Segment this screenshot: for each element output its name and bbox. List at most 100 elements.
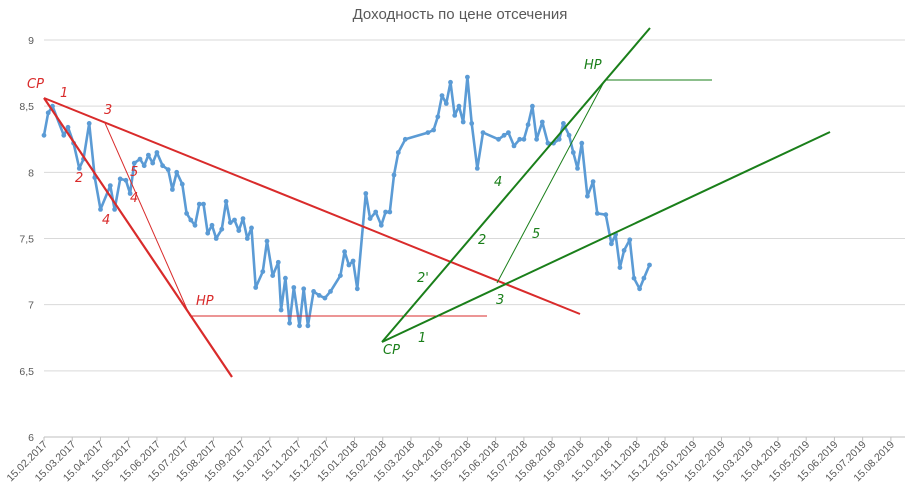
data-point <box>305 323 311 329</box>
red-trendline-thin <box>104 122 191 317</box>
data-point <box>291 285 297 290</box>
data-point <box>435 114 441 120</box>
data-point <box>627 237 633 243</box>
green-label-4: 4 <box>494 175 502 190</box>
green-label-1: 1 <box>418 331 426 346</box>
data-point <box>350 258 356 264</box>
data-point <box>223 199 229 204</box>
red-label-5: 5 <box>130 165 138 180</box>
data-point <box>165 167 171 173</box>
data-point <box>188 217 194 223</box>
data-point <box>530 103 535 109</box>
data-point <box>480 130 486 136</box>
data-point <box>383 209 388 215</box>
green-label-3: 3 <box>496 293 504 308</box>
green-trendline-thin <box>496 79 606 284</box>
green-label-cp: СР <box>383 343 400 358</box>
data-point <box>545 140 551 146</box>
data-point <box>561 121 566 126</box>
data-point <box>213 236 219 241</box>
data-point <box>146 152 151 158</box>
data-point <box>525 122 531 128</box>
data-point <box>594 211 600 216</box>
data-point <box>196 201 202 207</box>
data-point <box>141 163 147 169</box>
y-tick-label: 7,5 <box>19 234 34 246</box>
chart-title: Доходность по цене отсечения <box>353 6 568 23</box>
y-tick-label: 6,5 <box>19 366 34 378</box>
data-point <box>297 323 302 329</box>
data-point <box>534 136 539 142</box>
green-label-2prime: 2' <box>417 271 429 286</box>
data-point <box>521 136 527 142</box>
data-point <box>474 166 480 171</box>
data-point <box>354 286 360 292</box>
y-tick-label: 7 <box>28 300 34 312</box>
data-point <box>402 136 408 142</box>
data-point <box>184 211 190 216</box>
data-point <box>387 209 393 215</box>
data-point <box>367 216 373 222</box>
data-point <box>506 130 511 136</box>
data-point <box>137 156 143 162</box>
data-point <box>275 259 281 265</box>
data-point <box>316 293 322 298</box>
data-point <box>469 121 475 126</box>
data-point <box>363 191 369 196</box>
data-point <box>395 150 401 155</box>
data-point <box>61 132 67 138</box>
y-tick-label: 9 <box>28 35 34 47</box>
red-label-2: 2 <box>75 171 83 186</box>
data-point <box>127 191 133 196</box>
data-point <box>431 127 436 133</box>
data-point <box>170 187 175 192</box>
data-point <box>150 160 156 166</box>
data-point <box>391 172 397 178</box>
data-point <box>373 209 379 215</box>
red-trendline-upper <box>43 97 581 315</box>
red-label-cp: СР <box>27 77 44 92</box>
data-point <box>117 176 123 182</box>
data-point <box>232 217 237 223</box>
data-point <box>209 222 215 228</box>
data-point <box>465 74 470 80</box>
red-label-1: 1 <box>60 86 68 101</box>
y-tick-label: 8,5 <box>19 101 34 113</box>
x-axis: 15.02.201715.03.201715.04.201715.05.2017… <box>4 437 897 484</box>
data-point <box>452 113 458 118</box>
data-point <box>41 132 47 138</box>
data-point <box>160 163 166 169</box>
data-point <box>201 201 206 207</box>
data-point <box>346 262 352 268</box>
data-point <box>378 222 384 228</box>
data-point <box>425 130 431 136</box>
data-point <box>249 225 254 231</box>
data-point <box>244 236 250 241</box>
y-tick-label: 8 <box>28 167 34 179</box>
green-trendline-steep <box>381 27 651 343</box>
data-point <box>511 143 517 149</box>
red-label-4b: 4 <box>130 191 138 206</box>
green-trendline-lower <box>381 131 831 343</box>
data-point <box>585 193 590 199</box>
data-point <box>439 93 445 98</box>
red-label-hp: НР <box>196 294 214 309</box>
data-point <box>517 136 523 142</box>
data-point <box>219 226 225 232</box>
data-point <box>112 207 117 212</box>
data-point <box>311 289 316 294</box>
data-point <box>86 121 92 126</box>
red-label-3: 3 <box>104 103 112 118</box>
hand-drawn-annotations: СР 1 2 3 4 5 4 НР НР СР 1 2 2' 3 4 5 <box>27 27 831 378</box>
data-point <box>301 286 307 292</box>
data-point <box>448 79 453 85</box>
data-point <box>270 273 276 278</box>
data-point <box>631 275 637 281</box>
data-point <box>260 269 266 274</box>
data-point <box>566 132 572 138</box>
data-point <box>603 212 609 218</box>
data-point <box>575 166 580 171</box>
data-point <box>45 110 51 116</box>
data-point <box>556 136 562 142</box>
